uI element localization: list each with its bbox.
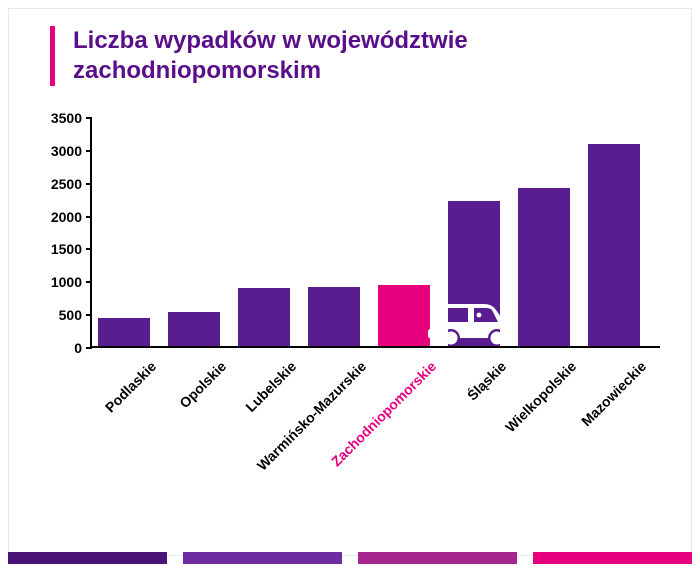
bar-chart: 0500100015002000250030003500 PodlaskieOp… xyxy=(30,118,670,498)
bar xyxy=(588,144,640,346)
y-tick-label: 3500 xyxy=(51,110,82,126)
footer-stripe xyxy=(8,552,167,564)
y-tick-mark xyxy=(86,281,92,283)
y-tick-label: 500 xyxy=(59,307,82,323)
footer-stripe xyxy=(358,552,517,564)
y-tick-mark xyxy=(86,347,92,349)
title-accent-bar xyxy=(50,26,55,86)
bar xyxy=(378,285,430,346)
y-tick-label: 1500 xyxy=(51,241,82,257)
footer-stripe xyxy=(533,552,692,564)
title-line-2: zachodniopomorskim xyxy=(73,57,321,84)
y-tick-label: 1000 xyxy=(51,274,82,290)
bar xyxy=(238,288,290,346)
y-tick-label: 2500 xyxy=(51,176,82,192)
y-tick-mark xyxy=(86,248,92,250)
y-tick-mark xyxy=(86,183,92,185)
y-tick-mark xyxy=(86,117,92,119)
y-tick-mark xyxy=(86,314,92,316)
page-title: Liczba wypadków w województwie zachodnio… xyxy=(73,26,468,86)
footer-stripe xyxy=(183,552,342,564)
y-tick-mark xyxy=(86,150,92,152)
footer-stripes xyxy=(0,552,700,566)
x-label: Podlaskie xyxy=(42,358,159,475)
y-tick-label: 0 xyxy=(74,340,82,356)
bar xyxy=(98,318,150,346)
bar xyxy=(168,312,220,346)
y-tick-label: 2000 xyxy=(51,209,82,225)
y-tick-label: 3000 xyxy=(51,143,82,159)
bar xyxy=(518,188,570,346)
bar xyxy=(448,201,500,346)
title-line-1: Liczba wypadków w województwie xyxy=(73,27,468,54)
y-tick-mark xyxy=(86,216,92,218)
plot-area: 0500100015002000250030003500 xyxy=(90,118,660,348)
title-block: Liczba wypadków w województwie zachodnio… xyxy=(50,26,468,86)
bar xyxy=(308,287,360,346)
